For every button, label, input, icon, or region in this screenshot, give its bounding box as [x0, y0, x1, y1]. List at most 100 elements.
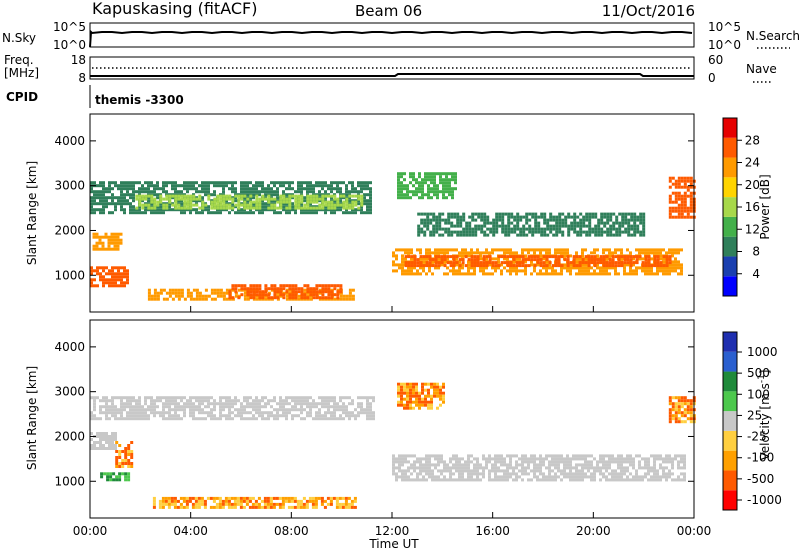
- power-cell: [198, 291, 202, 295]
- power-cell: [309, 202, 312, 206]
- velocity-cell: [395, 460, 398, 464]
- power-cell: [330, 293, 334, 297]
- power-cell: [403, 172, 406, 176]
- power-cell: [454, 187, 457, 191]
- velocity-cell: [677, 460, 680, 464]
- power-cell: [482, 264, 486, 268]
- velocity-cell: [680, 411, 684, 415]
- power-cell: [578, 264, 582, 268]
- velocity-cell: [234, 399, 237, 403]
- velocity-cell: [623, 478, 626, 482]
- power-cell: [93, 196, 96, 200]
- velocity-cell: [105, 399, 108, 403]
- power-cell: [207, 197, 211, 201]
- power-cell: [366, 205, 369, 209]
- velocity-cell: [671, 414, 675, 418]
- velocity-cell: [494, 466, 497, 470]
- power-cell: [428, 264, 432, 268]
- power-cell: [249, 203, 253, 207]
- velocity-cell: [671, 396, 675, 400]
- velocity-cell: [569, 472, 572, 476]
- power-cell: [243, 203, 247, 207]
- power-cell: [427, 190, 430, 194]
- power-cell: [443, 264, 447, 268]
- power-cell: [222, 291, 226, 295]
- velocity-cell: [548, 466, 551, 470]
- power-cell: [677, 248, 680, 252]
- power-colorbar-tick-label: 16: [745, 200, 760, 214]
- velocity-cell: [117, 411, 120, 415]
- velocity-cell: [581, 466, 584, 470]
- power-cell: [632, 255, 636, 259]
- power-cell: [120, 281, 123, 285]
- power-cell: [659, 266, 662, 270]
- power-cell: [533, 248, 536, 252]
- power-cell: [579, 227, 583, 231]
- power-cell: [668, 206, 672, 210]
- power-cell: [603, 224, 607, 228]
- velocity-cell: [108, 438, 111, 441]
- power-cell: [321, 284, 325, 288]
- power-cell: [584, 261, 588, 265]
- power-cell: [482, 251, 485, 255]
- velocity-cell: [242, 505, 246, 509]
- power-cell: [603, 221, 607, 225]
- power-cell: [606, 221, 610, 225]
- velocity-cell: [683, 475, 686, 479]
- velocity-cell: [272, 496, 276, 500]
- power-cell: [671, 269, 674, 273]
- power-cell: [495, 230, 499, 234]
- velocity-cell: [327, 408, 330, 412]
- velocity-cell: [338, 505, 342, 509]
- velocity-cell: [197, 502, 201, 506]
- velocity-cell: [114, 447, 117, 450]
- velocity-cell: [500, 457, 503, 461]
- velocity-cell: [674, 411, 678, 415]
- velocity-cell: [494, 463, 497, 467]
- velocity-cell: [360, 396, 363, 400]
- power-cell: [354, 190, 357, 194]
- power-cell: [452, 266, 455, 270]
- nave-right-tick-top: 60: [708, 53, 723, 67]
- velocity-cell: [578, 478, 581, 482]
- power-cell: [674, 251, 677, 255]
- power-cell: [138, 181, 141, 185]
- power-cell: [180, 184, 183, 188]
- velocity-cell: [476, 475, 479, 479]
- velocity-cell: [406, 400, 409, 404]
- power-cell: [422, 266, 425, 270]
- power-cell: [518, 269, 521, 273]
- velocity-cell: [548, 475, 551, 479]
- velocity-cell: [225, 399, 228, 403]
- velocity-cell: [273, 396, 276, 400]
- power-cell: [306, 187, 309, 191]
- velocity-cell: [512, 478, 515, 482]
- power-cell: [240, 194, 244, 198]
- power-cell: [150, 294, 154, 298]
- power-cell: [630, 218, 634, 222]
- power-cell: [668, 194, 672, 198]
- velocity-cell: [638, 454, 641, 458]
- power-cell: [369, 196, 372, 200]
- power-cell: [397, 190, 400, 194]
- power-cell: [434, 266, 437, 270]
- power-cell: [267, 293, 271, 297]
- power-cell: [135, 190, 138, 194]
- power-cell: [156, 200, 160, 204]
- velocity-cell: [659, 457, 662, 461]
- power-cell: [677, 209, 681, 213]
- power-cell: [195, 288, 199, 292]
- power-cell: [473, 251, 476, 255]
- power-cell: [513, 224, 517, 228]
- power-cell: [485, 248, 488, 252]
- power-cell: [291, 202, 294, 206]
- power-cell: [521, 258, 525, 262]
- power-cell: [615, 230, 619, 234]
- power-cell: [345, 200, 349, 204]
- power-cell: [300, 200, 304, 204]
- velocity-cell: [412, 385, 415, 389]
- power-cell: [566, 269, 569, 273]
- power-cell: [510, 215, 514, 219]
- power-cell: [479, 269, 482, 273]
- power-cell: [162, 190, 165, 194]
